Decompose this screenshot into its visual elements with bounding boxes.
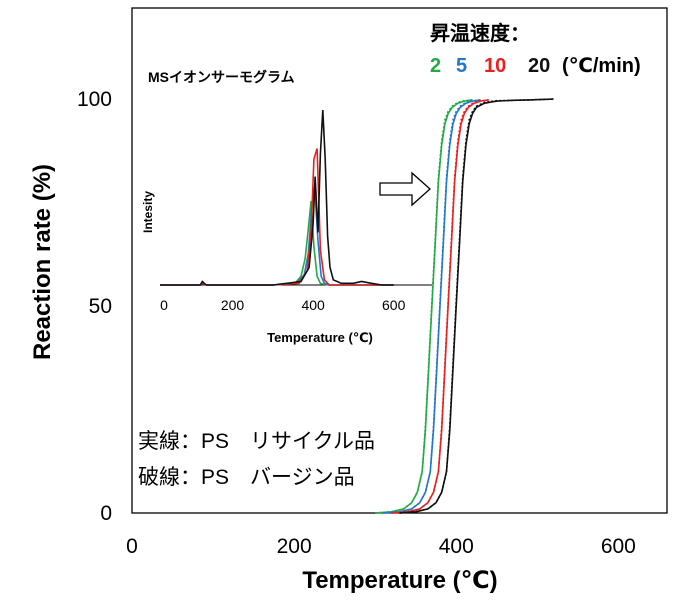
inset-title: MSイオンサーモグラム: [148, 69, 295, 85]
inset-x-tick-label: 200: [221, 297, 245, 313]
legend-entry-2: 2: [430, 55, 441, 77]
legend-entry-10: 10: [484, 55, 506, 77]
inset-series-10: [160, 148, 394, 286]
inset-y-axis-label: Intesity: [141, 191, 155, 233]
inset-series-2: [160, 200, 394, 286]
main-x-tick-label: 200: [277, 535, 312, 558]
main-x-tick-label: 0: [126, 535, 138, 558]
main-y-axis-label: Reaction rate (%): [29, 164, 56, 360]
inset-x-tick-label: 0: [160, 297, 168, 313]
main-x-tick-label: 400: [439, 535, 474, 558]
main-y-tick-label: 100: [77, 88, 112, 111]
inset-x-tick-label: 400: [301, 297, 325, 313]
main-solid-series-5: [383, 99, 481, 514]
inset-series-20: [160, 109, 394, 286]
legend-entry-20: 20: [528, 55, 550, 77]
legend-unit: (℃/min): [562, 55, 641, 77]
annotation-dashed-line: 破線：PS バージン品: [138, 466, 355, 489]
inset-series-5: [160, 186, 394, 286]
main-x-tick-label: 600: [601, 535, 636, 558]
main-y-tick-label: 0: [100, 502, 112, 525]
main-dashed-series-20: [399, 98, 554, 514]
main-solid-series-20: [399, 98, 554, 514]
annotation-solid-line: 実線：PS リサイクル品: [138, 430, 375, 453]
right-arrow-icon: [379, 171, 431, 207]
main-x-axis-label: Temperature (℃): [302, 567, 497, 594]
main-y-tick-label: 50: [89, 295, 112, 318]
inset-x-axis-label: Temperature (℃): [267, 330, 373, 345]
legend-title: 昇温速度：: [430, 21, 530, 45]
legend-entry-5: 5: [456, 55, 467, 77]
main-solid-series-2: [375, 99, 473, 514]
main-solid-series-10: [391, 99, 489, 514]
inset-x-tick-label: 600: [382, 297, 406, 313]
